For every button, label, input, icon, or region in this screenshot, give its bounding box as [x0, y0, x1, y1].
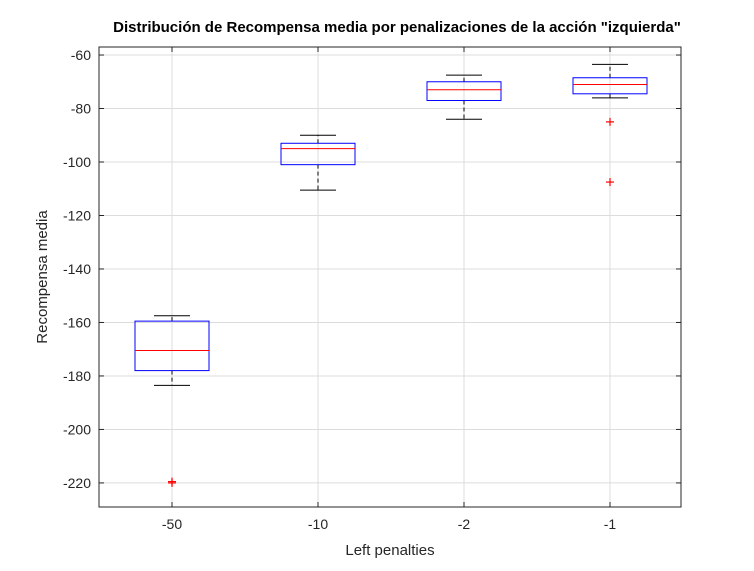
box-body [426, 81, 502, 101]
y-tick-label: -140 [63, 261, 91, 277]
y-axis-label: Recompensa media [34, 210, 51, 344]
box--50 [134, 315, 210, 487]
box-body [280, 142, 356, 166]
y-tick-label: -160 [63, 314, 91, 330]
x-tick-label: -50 [162, 516, 182, 532]
y-tick-label: -100 [63, 154, 91, 170]
box--10 [280, 134, 356, 191]
box--2 [426, 74, 502, 120]
y-tick-label: -80 [71, 101, 91, 117]
plot-area-frame [98, 46, 682, 508]
y-tick-label: -60 [71, 47, 91, 63]
x-tick-label: -10 [308, 516, 328, 532]
y-tick-label: -180 [63, 368, 91, 384]
box-body [572, 77, 648, 95]
x-tick-label: -1 [604, 516, 617, 532]
y-axis-ticks: -60 -80 -100 -120 -140 -160 -180 -200 -220 [63, 47, 681, 491]
x-tick-label: -2 [458, 516, 471, 532]
y-tick-label: -220 [63, 475, 91, 491]
grid-lines [99, 47, 681, 507]
chart-title: Distribución de Recompensa media por pen… [113, 19, 681, 36]
x-axis-label: Left penalties [345, 542, 434, 559]
x-axis-ticks: -50 -10 -2 -1 [162, 47, 617, 532]
box--1 [572, 63, 648, 187]
y-tick-label: -200 [63, 421, 91, 437]
outlier-marker [168, 478, 176, 487]
boxes-layer [134, 63, 648, 487]
y-tick-label: -120 [63, 207, 91, 223]
outlier-marker [606, 117, 614, 126]
outlier-marker [606, 178, 614, 187]
box-body [134, 320, 210, 372]
